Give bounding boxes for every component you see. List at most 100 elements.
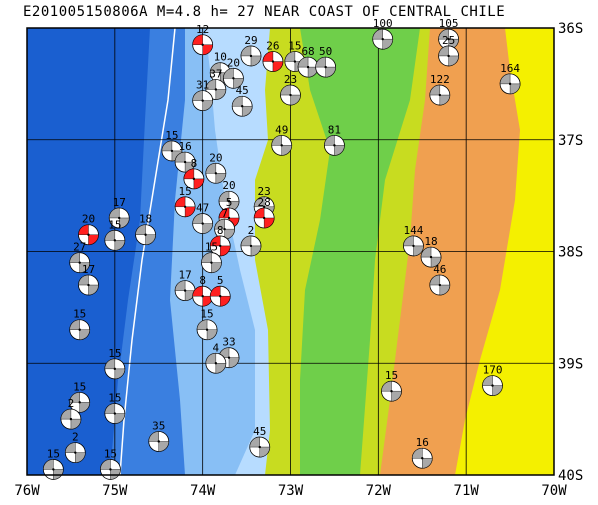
compressional-quadrant bbox=[420, 246, 432, 258]
focal-mechanism[interactable]: 27 bbox=[69, 241, 91, 274]
compressional-quadrant bbox=[205, 163, 217, 174]
compressional-quadrant bbox=[253, 207, 265, 219]
epicenter-dot bbox=[412, 244, 415, 248]
depth-label: 15 bbox=[73, 380, 86, 393]
compressional-quadrant bbox=[205, 353, 217, 364]
epicenter-dot bbox=[183, 160, 187, 164]
focal-mechanism[interactable]: 49 bbox=[271, 123, 293, 156]
focal-mechanism[interactable]: 8 bbox=[183, 157, 205, 190]
focal-mechanism[interactable]: 8 bbox=[209, 224, 231, 257]
epicenter-dot bbox=[390, 389, 393, 393]
compressional-quadrant bbox=[174, 151, 186, 163]
compressional-quadrant bbox=[324, 135, 335, 146]
focal-mechanism[interactable]: 2 bbox=[64, 431, 86, 464]
depth-label: 37 bbox=[209, 67, 222, 80]
epicenter-dot bbox=[210, 261, 213, 264]
epicenter-dot bbox=[249, 244, 253, 248]
epicenter-dot bbox=[293, 60, 297, 63]
epicenter-dot bbox=[87, 283, 90, 287]
focal-mechanism[interactable]: 12 bbox=[192, 23, 214, 56]
compressional-quadrant bbox=[79, 329, 90, 340]
focal-mechanism[interactable]: 170 bbox=[482, 364, 503, 397]
focal-mechanism[interactable]: 17 bbox=[78, 263, 99, 296]
focal-mechanism[interactable]: 68 bbox=[297, 45, 319, 78]
focal-mechanism[interactable]: 16 bbox=[174, 140, 196, 173]
focal-mechanism[interactable]: 81 bbox=[324, 123, 345, 156]
compressional-quadrant bbox=[382, 38, 393, 50]
epicenter-dot bbox=[223, 227, 226, 231]
focal-mechanism[interactable]: 20 bbox=[205, 151, 227, 184]
focal-mechanism[interactable]: 122 bbox=[429, 73, 451, 106]
epicenter-dot bbox=[219, 71, 222, 74]
depth-label: 15 bbox=[104, 447, 117, 460]
focal-mechanism[interactable]: 16 bbox=[411, 436, 433, 469]
focal-mechanism[interactable]: 4 bbox=[205, 341, 227, 374]
focal-mechanism[interactable]: 26 bbox=[262, 40, 284, 72]
compressional-quadrant bbox=[214, 218, 225, 230]
compressional-quadrant bbox=[174, 280, 186, 291]
compressional-quadrant bbox=[381, 380, 392, 392]
focal-mechanism[interactable]: 15 bbox=[104, 392, 126, 424]
compressional-quadrant bbox=[509, 83, 521, 95]
longitude-tick-label: 75W bbox=[102, 483, 128, 499]
focal-mechanism[interactable]: 35 bbox=[148, 419, 170, 452]
focal-mechanism[interactable]: 31 bbox=[192, 79, 214, 112]
epicenter-dot bbox=[249, 54, 253, 58]
focal-mechanism[interactable]: 15 bbox=[174, 185, 196, 218]
compressional-quadrant bbox=[241, 106, 253, 117]
focal-mechanism[interactable]: 15 bbox=[69, 308, 91, 341]
focal-mechanism[interactable]: 20 bbox=[223, 56, 244, 89]
focal-mechanism[interactable]: 28 bbox=[253, 196, 275, 229]
compressional-quadrant bbox=[192, 285, 203, 297]
trench-line bbox=[119, 28, 176, 475]
focal-mechanism[interactable]: 17 bbox=[108, 196, 130, 229]
focal-mechanism[interactable]: 25 bbox=[438, 34, 460, 67]
focal-mechanism[interactable]: 15 bbox=[104, 347, 126, 380]
depth-label: 23 bbox=[284, 73, 297, 86]
focal-mechanism[interactable]: 45 bbox=[249, 425, 271, 458]
focal-mechanism[interactable]: 2 bbox=[240, 224, 262, 257]
focal-mechanism[interactable]: 100 bbox=[372, 17, 394, 50]
focal-mechanism[interactable]: 15 bbox=[69, 380, 91, 413]
epicenter-dot bbox=[113, 239, 117, 242]
focal-mechanism[interactable]: 46 bbox=[429, 263, 451, 296]
epicenter-dot bbox=[324, 65, 327, 69]
compressional-quadrant bbox=[240, 45, 252, 57]
epicenter-dot bbox=[201, 222, 204, 225]
depth-label: 18 bbox=[139, 213, 152, 226]
map-frame bbox=[26, 27, 555, 476]
compressional-quadrant bbox=[196, 319, 208, 330]
depth-label: 7 bbox=[221, 207, 228, 220]
compressional-quadrant bbox=[280, 84, 291, 96]
focal-mechanism[interactable]: 15 bbox=[201, 241, 222, 274]
depth-label: 15 bbox=[73, 308, 86, 321]
focal-mechanism[interactable]: 17 bbox=[174, 269, 196, 302]
focal-mechanism[interactable]: 18 bbox=[135, 213, 156, 246]
focal-mechanism[interactable]: 23 bbox=[280, 73, 301, 106]
depth-label: 15 bbox=[108, 392, 121, 405]
focal-mechanism[interactable]: 50 bbox=[315, 45, 337, 78]
epicenter-dot bbox=[240, 105, 244, 108]
epicenter-dot bbox=[491, 384, 494, 387]
focal-mechanism[interactable]: 20 bbox=[78, 213, 99, 246]
focal-mechanism[interactable]: 7 bbox=[214, 207, 236, 240]
compressional-quadrant bbox=[250, 245, 262, 257]
compressional-quadrant bbox=[114, 240, 126, 251]
epicenter-dot bbox=[214, 172, 218, 175]
focal-mechanism[interactable]: 18 bbox=[420, 235, 442, 268]
focal-mechanism[interactable]: 5 bbox=[209, 274, 231, 307]
focal-mechanism[interactable]: 15 bbox=[381, 369, 402, 402]
focal-mechanism[interactable]: 47 bbox=[192, 202, 214, 234]
focal-mechanism[interactable]: 45 bbox=[231, 84, 253, 117]
focal-mechanism[interactable]: 15 bbox=[104, 218, 126, 251]
compressional-quadrant bbox=[192, 34, 203, 45]
compressional-quadrant bbox=[499, 73, 511, 85]
focal-mechanism[interactable]: 164 bbox=[499, 62, 521, 95]
focal-mechanism[interactable]: 2 bbox=[60, 397, 82, 430]
focal-mechanism[interactable]: 29 bbox=[240, 34, 262, 67]
depth-label: 15 bbox=[165, 129, 178, 142]
focal-mechanism[interactable]: 144 bbox=[403, 224, 424, 257]
compressional-quadrant bbox=[262, 51, 274, 62]
focal-mechanism[interactable]: 15 bbox=[196, 308, 218, 341]
